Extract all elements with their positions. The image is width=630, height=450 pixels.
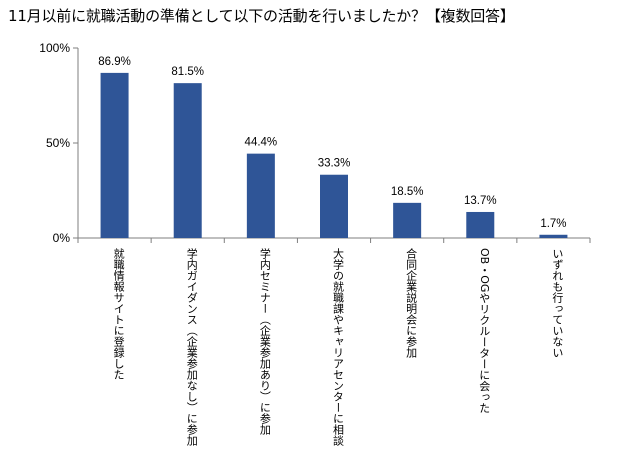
bar-value-label: 81.5% <box>171 66 204 78</box>
category-label: OB・OGやリクルーターに会った <box>478 248 491 413</box>
category-label: いずれも行っていない <box>551 248 564 358</box>
chart-title: 11月以前に就職活動の準備として以下の活動を行いましたか？【複数回答】 <box>8 7 515 25</box>
bar <box>246 153 275 238</box>
bar-value-label: 86.9% <box>98 56 131 68</box>
category-label: 就職情報サイトに登録した <box>112 247 125 380</box>
category-label: 学内ガイダンス（企業参加なし）に参加 <box>185 247 198 447</box>
bar <box>466 211 495 238</box>
y-tick-label: 50% <box>46 136 70 150</box>
bar <box>320 174 348 238</box>
bar-value-label: 18.5% <box>391 186 424 198</box>
labels: 86.9% 就職情報サイトに登録した 81.5% 学内ガイダンス（企業参加なし）に参加… <box>98 56 566 447</box>
bar-value-label: 1.7% <box>540 218 566 230</box>
bar <box>173 83 202 239</box>
y-tick-label: 0% <box>53 231 71 245</box>
category-label: 学内セミナー（企業参加あり）に参加 <box>258 247 271 436</box>
category-label: 合同企業説明会に参加 <box>405 247 418 359</box>
bar-value-label: 44.4% <box>245 137 278 149</box>
bar <box>393 202 422 238</box>
y-tick-label: 100% <box>39 41 70 55</box>
bars <box>100 72 568 239</box>
category-label: 大学の就職課やキャリアセンターに相談 <box>332 247 345 447</box>
bar <box>539 234 568 238</box>
bar-value-label: 13.7% <box>464 195 497 207</box>
bar-value-label: 33.3% <box>318 158 351 170</box>
bar <box>100 72 129 238</box>
